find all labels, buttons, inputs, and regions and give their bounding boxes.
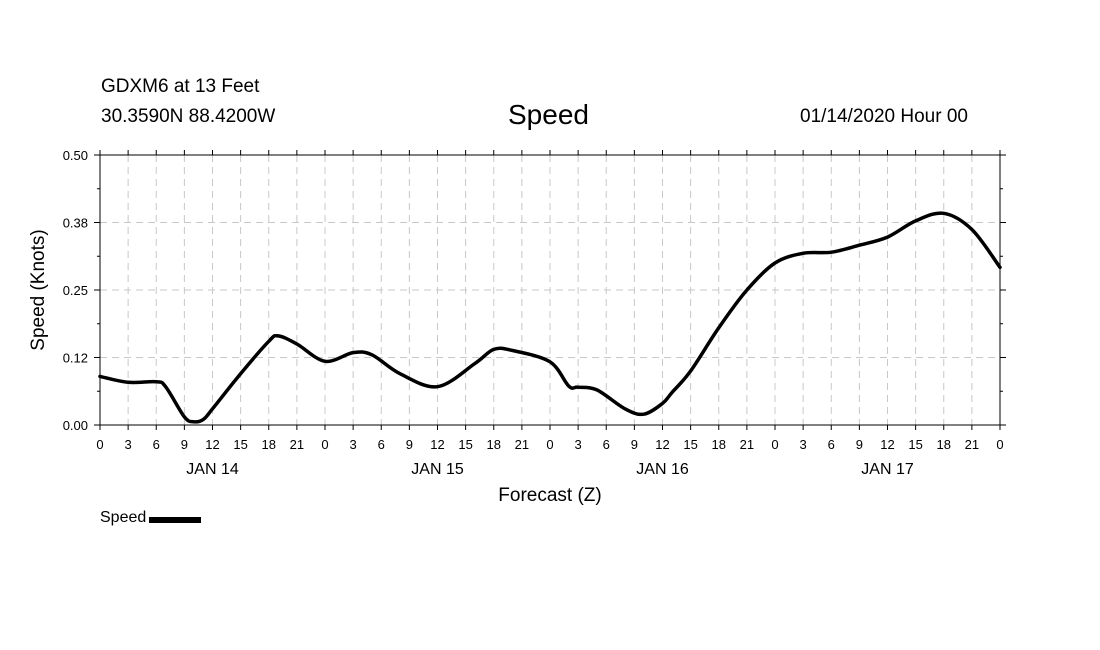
- x-tick-label: 12: [880, 437, 894, 452]
- x-axis-title: Forecast (Z): [498, 485, 601, 506]
- x-tick-label: 3: [575, 437, 582, 452]
- x-tick-label: 15: [233, 437, 247, 452]
- x-tick-label: 15: [908, 437, 922, 452]
- x-tick-label: 21: [740, 437, 754, 452]
- y-tick-label: 0.50: [63, 148, 88, 163]
- x-tick-label: 18: [937, 437, 951, 452]
- x-tick-label: 6: [153, 437, 160, 452]
- x-tick-label: 12: [430, 437, 444, 452]
- legend-swatch: [149, 517, 202, 523]
- x-tick-label: 6: [378, 437, 385, 452]
- coordinates-label: 30.3590N 88.4200W: [101, 106, 276, 127]
- day-label: JAN 14: [186, 461, 239, 478]
- x-tick-label: 9: [181, 437, 188, 452]
- x-tick-label: 0: [546, 437, 553, 452]
- y-tick-label: 0.12: [63, 351, 88, 366]
- x-tick-label: 15: [683, 437, 697, 452]
- legend: Speed: [100, 509, 202, 527]
- series-layer: [98, 211, 1002, 424]
- x-tick-label: 6: [828, 437, 835, 452]
- x-tick-label: 3: [800, 437, 807, 452]
- day-label: JAN 17: [861, 461, 914, 478]
- series-line-speed: [98, 211, 1002, 424]
- axis-ticks: [94, 150, 1006, 430]
- day-label: JAN 16: [636, 461, 689, 478]
- x-tick-label: 3: [350, 437, 357, 452]
- x-tick-label: 9: [631, 437, 638, 452]
- x-tick-label: 21: [515, 437, 529, 452]
- axis-labels: 0.00 0.12 0.25 0.38 0.50 0 3 6 9 12 15 18 21 0 3 6 9 12 15…: [63, 148, 1004, 478]
- y-tick-label: 0.25: [63, 283, 88, 298]
- x-tick-label: 12: [205, 437, 219, 452]
- x-tick-label: 9: [406, 437, 413, 452]
- x-tick-label: 18: [487, 437, 501, 452]
- legend-label: Speed: [100, 509, 147, 526]
- x-tick-label: 0: [96, 437, 103, 452]
- day-label: JAN 15: [411, 461, 464, 478]
- station-label: GDXM6 at 13 Feet: [101, 76, 260, 97]
- grid-lines: [100, 155, 1000, 425]
- x-tick-label: 0: [321, 437, 328, 452]
- x-tick-label: 0: [996, 437, 1003, 452]
- x-tick-label: 6: [603, 437, 610, 452]
- y-tick-label: 0.38: [63, 216, 88, 231]
- x-tick-label: 21: [290, 437, 304, 452]
- forecast-run-time: 01/14/2020 Hour 00: [800, 106, 968, 127]
- x-tick-label: 15: [458, 437, 472, 452]
- x-tick-label: 21: [965, 437, 979, 452]
- x-tick-label: 0: [771, 437, 778, 452]
- x-tick-label: 18: [712, 437, 726, 452]
- x-tick-label: 9: [856, 437, 863, 452]
- y-tick-label: 0.00: [63, 418, 88, 433]
- x-tick-label: 3: [125, 437, 132, 452]
- x-tick-label: 18: [262, 437, 276, 452]
- chart-title: Speed: [508, 99, 589, 130]
- x-tick-label: 12: [655, 437, 669, 452]
- y-axis-title: Speed (Knots): [28, 229, 49, 350]
